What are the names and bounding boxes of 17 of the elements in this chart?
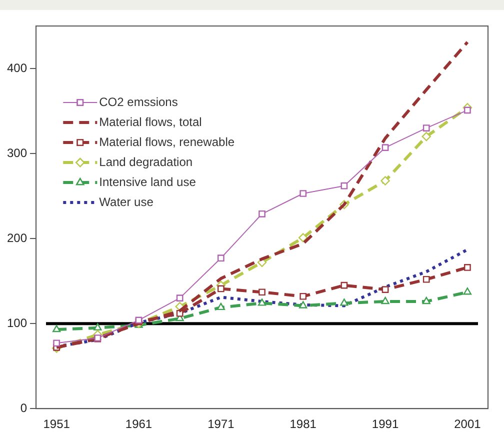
y-tick-label: 400 — [6, 60, 28, 75]
legend-label: Intensive land use — [99, 174, 196, 189]
x-tick-label: 1951 — [43, 417, 70, 432]
x-tick-label: 1991 — [372, 417, 399, 432]
legend-label: Material flows, total — [99, 114, 202, 129]
legend-label: Water use — [99, 194, 154, 209]
y-tick-label: 300 — [6, 146, 28, 160]
x-tick-label: 1971 — [208, 417, 235, 432]
y-tick-label: 100 — [6, 316, 28, 330]
legend-label: Material flows, renewable — [99, 134, 235, 149]
y-tick-label: 0 — [20, 400, 28, 415]
legend-label: CO2 emssions — [99, 94, 178, 109]
x-tick-label: 1961 — [125, 417, 152, 432]
x-tick-label: 2001 — [454, 417, 482, 432]
y-tick-label: 200 — [6, 230, 28, 245]
legend-label: Land degradation — [99, 154, 193, 169]
x-tick-label: 1981 — [290, 417, 317, 432]
